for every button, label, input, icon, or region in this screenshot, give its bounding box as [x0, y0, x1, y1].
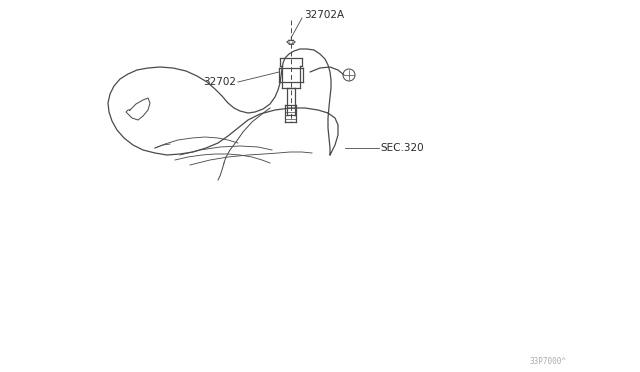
Text: 32702A: 32702A: [304, 10, 344, 20]
Text: 32702: 32702: [203, 77, 236, 87]
Text: SEC.320: SEC.320: [380, 143, 424, 153]
Text: 33P7000^: 33P7000^: [530, 357, 567, 366]
